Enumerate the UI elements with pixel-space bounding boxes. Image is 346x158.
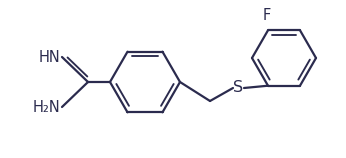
Text: H₂N: H₂N <box>32 100 60 115</box>
Text: HN: HN <box>38 49 60 64</box>
Text: F: F <box>263 8 271 23</box>
Text: S: S <box>233 80 243 95</box>
